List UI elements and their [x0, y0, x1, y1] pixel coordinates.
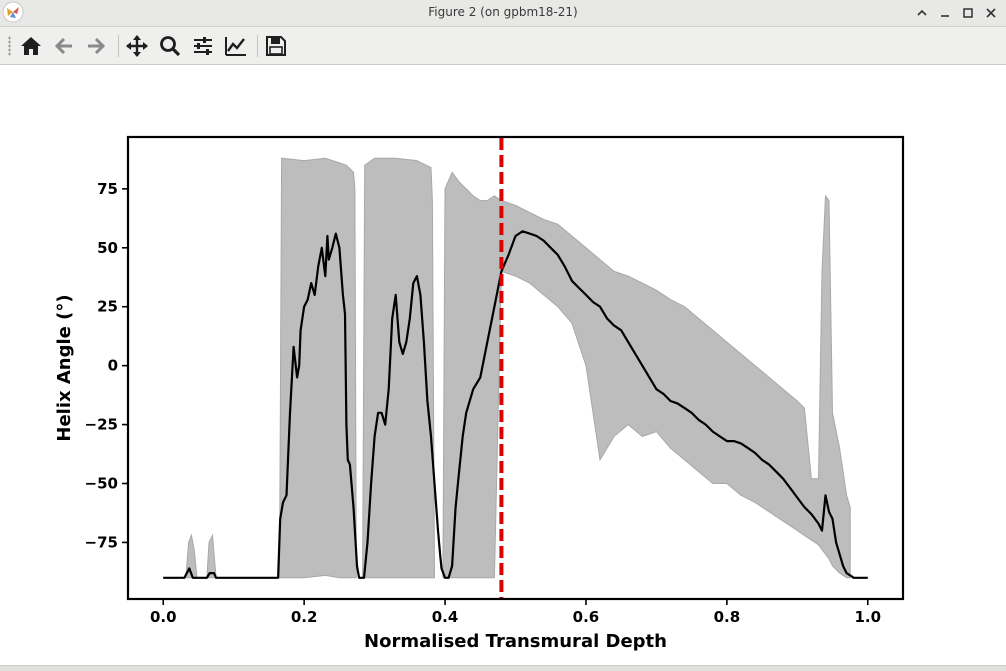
- window-title: Figure 2 (on gpbm18-21): [428, 5, 578, 19]
- x-tick-label: 0.0: [150, 608, 177, 626]
- back-button[interactable]: [49, 31, 79, 61]
- toolbar-separator: [257, 35, 258, 57]
- x-axis-label: Normalised Transmural Depth: [364, 631, 667, 652]
- move-icon: [126, 35, 148, 57]
- y-tick-label: −75: [85, 533, 118, 551]
- sliders-icon: [194, 37, 212, 55]
- std-band-segment: [442, 171, 851, 579]
- arrow-left-icon: [54, 37, 72, 55]
- status-bar: [0, 665, 1006, 671]
- pan-button[interactable]: [122, 31, 152, 61]
- navigation-toolbar: [0, 27, 1006, 65]
- app-logo-icon: [2, 1, 24, 23]
- std-band-segment: [278, 157, 357, 579]
- floppy-disk-icon: [266, 36, 286, 56]
- search-icon: [160, 36, 181, 57]
- helix-angle-chart: 0.0 0.2 0.4 0.6 0.8 1.0 75 50 25 0 −25 −50 −75 Norm…: [54, 135, 905, 652]
- zoom-button[interactable]: [155, 31, 185, 61]
- forward-button[interactable]: [81, 31, 111, 61]
- std-band-segment: [362, 157, 436, 579]
- x-tick-label: 0.2: [291, 608, 318, 626]
- chevron-up-icon[interactable]: [912, 3, 932, 23]
- axes-frame: [126, 135, 905, 601]
- x-tick-label: 0.6: [573, 608, 600, 626]
- y-tick-label: 0: [108, 357, 118, 375]
- home-icon: [21, 37, 41, 55]
- std-band-segment: [206, 533, 217, 579]
- x-tick-label: 1.0: [854, 608, 881, 626]
- y-tick-label: −50: [85, 475, 118, 493]
- toolbar-separator: [118, 35, 119, 57]
- mean-helix-angle-line: [163, 230, 868, 579]
- save-button[interactable]: [261, 31, 291, 61]
- close-icon[interactable]: [981, 3, 1001, 23]
- edit-axis-button[interactable]: [221, 31, 251, 61]
- y-tick-label: −25: [85, 416, 118, 434]
- x-tick-label: 0.8: [714, 608, 741, 626]
- home-button[interactable]: [16, 31, 46, 61]
- window-titlebar: Figure 2 (on gpbm18-21): [0, 0, 1006, 27]
- y-tick-label: 25: [97, 298, 118, 316]
- y-tick-label: 50: [97, 239, 118, 257]
- toolbar-grip[interactable]: [8, 36, 11, 56]
- y-tick-label: 75: [97, 180, 118, 198]
- line-chart-icon: [225, 37, 246, 56]
- configure-subplots-button[interactable]: [188, 31, 218, 61]
- maximize-icon[interactable]: [958, 3, 978, 23]
- arrow-right-icon: [88, 37, 106, 55]
- x-tick-label: 0.4: [432, 608, 459, 626]
- figure-canvas[interactable]: 0.0 0.2 0.4 0.6 0.8 1.0 75 50 25 0 −25 −50 −75 Norm…: [0, 65, 1006, 665]
- minimize-icon[interactable]: [935, 3, 955, 23]
- y-axis-label: Helix Angle (°): [54, 294, 75, 441]
